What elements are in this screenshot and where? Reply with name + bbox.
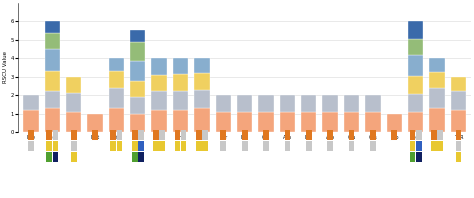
- Bar: [237, 112, 252, 132]
- Bar: [45, 108, 60, 132]
- Bar: [322, 112, 338, 132]
- Bar: [194, 108, 210, 132]
- Bar: [301, 112, 317, 132]
- Bar: [344, 95, 359, 112]
- Bar: [109, 88, 124, 108]
- Bar: [280, 95, 295, 112]
- Bar: [45, 21, 60, 33]
- Bar: [451, 77, 466, 91]
- Bar: [130, 42, 146, 61]
- Bar: [408, 94, 423, 112]
- Bar: [194, 58, 210, 73]
- Bar: [130, 61, 146, 81]
- Bar: [451, 110, 466, 132]
- Bar: [429, 72, 445, 88]
- Bar: [173, 58, 188, 74]
- Bar: [66, 112, 82, 132]
- Bar: [451, 91, 466, 110]
- Bar: [173, 91, 188, 110]
- Bar: [173, 110, 188, 132]
- Bar: [109, 58, 124, 71]
- Bar: [365, 95, 381, 112]
- Bar: [87, 113, 103, 132]
- Bar: [387, 113, 402, 132]
- Bar: [301, 95, 317, 112]
- Bar: [216, 95, 231, 112]
- Bar: [365, 112, 381, 132]
- Bar: [258, 95, 273, 112]
- Bar: [322, 95, 338, 112]
- Bar: [23, 95, 38, 110]
- Bar: [280, 112, 295, 132]
- Bar: [408, 55, 423, 76]
- Bar: [45, 71, 60, 91]
- Bar: [408, 76, 423, 94]
- Bar: [216, 112, 231, 132]
- Bar: [429, 108, 445, 132]
- Bar: [408, 112, 423, 132]
- Bar: [237, 95, 252, 112]
- Bar: [194, 89, 210, 108]
- Bar: [130, 30, 146, 42]
- Bar: [344, 112, 359, 132]
- Bar: [23, 110, 38, 132]
- Bar: [194, 73, 210, 89]
- Bar: [45, 91, 60, 108]
- Bar: [429, 58, 445, 72]
- Bar: [130, 81, 146, 97]
- Bar: [429, 88, 445, 108]
- Bar: [173, 74, 188, 91]
- Bar: [152, 91, 167, 110]
- Y-axis label: RSCU Value: RSCU Value: [3, 51, 8, 83]
- Bar: [408, 21, 423, 39]
- Bar: [152, 75, 167, 91]
- Bar: [408, 39, 423, 55]
- Bar: [258, 112, 273, 132]
- Bar: [45, 49, 60, 71]
- Bar: [109, 71, 124, 88]
- Bar: [45, 33, 60, 49]
- Bar: [130, 113, 146, 132]
- Bar: [66, 93, 82, 112]
- Bar: [152, 58, 167, 75]
- Bar: [66, 77, 82, 93]
- Bar: [130, 97, 146, 113]
- Bar: [109, 108, 124, 132]
- Bar: [152, 110, 167, 132]
